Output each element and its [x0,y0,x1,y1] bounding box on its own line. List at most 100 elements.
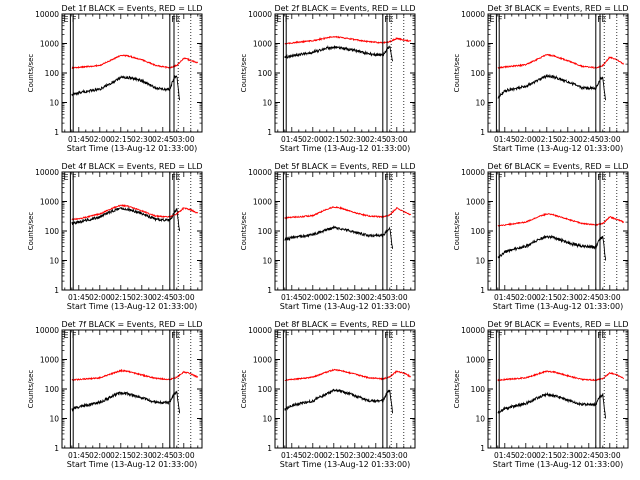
plot-area [71,368,199,414]
flag-label: F [285,173,290,182]
flag-label: E [277,15,282,24]
y-tick-label: 100 [258,227,273,236]
x-tick-label: 01:45 [281,293,303,302]
y-tick-label: 1000 [466,356,485,365]
flag-label: E [602,331,607,340]
x-tick-label: 02:45 [152,135,174,144]
flag-label: E [602,173,607,182]
y-tick-label: 10 [262,415,272,424]
y-axis-label: Counts/sec [453,54,461,93]
series-line [71,54,199,70]
series-line [284,368,411,382]
y-tick-label: 100 [258,385,273,394]
plot-area [71,54,199,101]
x-tick-label: 02:00 [302,135,324,144]
y-tick-label: 1000 [253,40,272,49]
flag-label: E [389,331,394,340]
y-axis-label: Counts/sec [240,212,248,251]
plot-frame [487,329,629,449]
y-tick-label: 1000 [40,198,59,207]
series-line [497,234,607,261]
x-tick-label: 02:30 [557,451,579,460]
x-tick-label: 02:45 [152,293,174,302]
x-tick-label: 02:15 [110,451,132,460]
panel-title: Det 9f BLACK = Events, RED = LLD [487,320,628,329]
x-tick-label: 03:00 [599,451,621,460]
plot-frame [487,13,629,133]
flag-label: E [277,173,282,182]
y-tick-label: 1000 [40,40,59,49]
x-axis-label: Start Time (13-Aug-12 01:33:00) [280,302,411,311]
x-tick-label: 02:00 [89,293,111,302]
y-tick-label: 1 [480,128,485,137]
flag-label: F [171,15,176,24]
x-tick-label: 02:45 [365,451,387,460]
x-tick-label: 02:15 [536,451,558,460]
series-line [284,35,412,45]
x-tick-label: 02:45 [578,293,600,302]
plot-frame [274,13,416,133]
y-tick-label: 1 [54,444,59,453]
x-tick-label: 02:15 [110,135,132,144]
flag-label: E [490,173,495,182]
series-line [497,212,625,227]
flag-label: E [64,173,69,182]
series-line [71,390,181,414]
x-tick-label: 03:00 [599,135,621,144]
flag-label: E [490,331,495,340]
y-tick-label: 100 [45,69,60,78]
flag-label: F [72,15,77,24]
series-line [497,53,624,69]
x-tick-label: 01:45 [68,451,90,460]
flag-label: E [277,331,282,340]
y-tick-label: 10 [262,99,272,108]
x-axis-label: Start Time (13-Aug-12 01:33:00) [67,144,198,153]
flag-label: E [64,331,69,340]
y-tick-label: 10 [475,99,485,108]
panel-title: Det 2f BLACK = Events, RED = LLD [274,4,415,13]
x-axis-label: Start Time (13-Aug-12 01:33:00) [280,144,411,153]
plot-frame [487,171,629,291]
y-tick-label: 1000 [40,356,59,365]
plot-area [497,370,625,419]
x-tick-label: 03:00 [386,135,408,144]
x-tick-label: 02:45 [578,135,600,144]
series-line [71,75,181,101]
x-tick-label: 02:00 [89,451,111,460]
flag-label: E [176,331,181,340]
y-tick-label: 1 [480,444,485,453]
x-axis-label: Start Time (13-Aug-12 01:33:00) [67,302,198,311]
plot-frame [274,329,416,449]
y-axis-label: Counts/sec [453,212,461,251]
x-tick-label: 03:00 [386,451,408,460]
flag-label: F [285,331,290,340]
y-tick-label: 10 [49,415,59,424]
series-line [284,205,412,220]
y-axis-label: Counts/sec [27,54,35,93]
y-tick-label: 10000 [461,168,485,177]
x-axis-label: Start Time (13-Aug-12 01:33:00) [493,460,624,469]
flag-label: F [384,331,389,340]
y-tick-label: 1 [54,286,59,295]
y-tick-label: 100 [471,69,486,78]
y-tick-label: 10000 [461,10,485,19]
plot-frame [61,13,203,133]
x-axis-label: Start Time (13-Aug-12 01:33:00) [67,460,198,469]
x-axis-label: Start Time (13-Aug-12 01:33:00) [280,460,411,469]
x-axis-label: Start Time (13-Aug-12 01:33:00) [493,302,624,311]
flag-label: F [171,331,176,340]
series-line [284,388,394,414]
y-tick-label: 10000 [248,10,272,19]
y-tick-label: 100 [471,385,486,394]
y-tick-label: 10 [262,257,272,266]
flag-label: F [171,173,176,182]
flag-label: F [384,15,389,24]
